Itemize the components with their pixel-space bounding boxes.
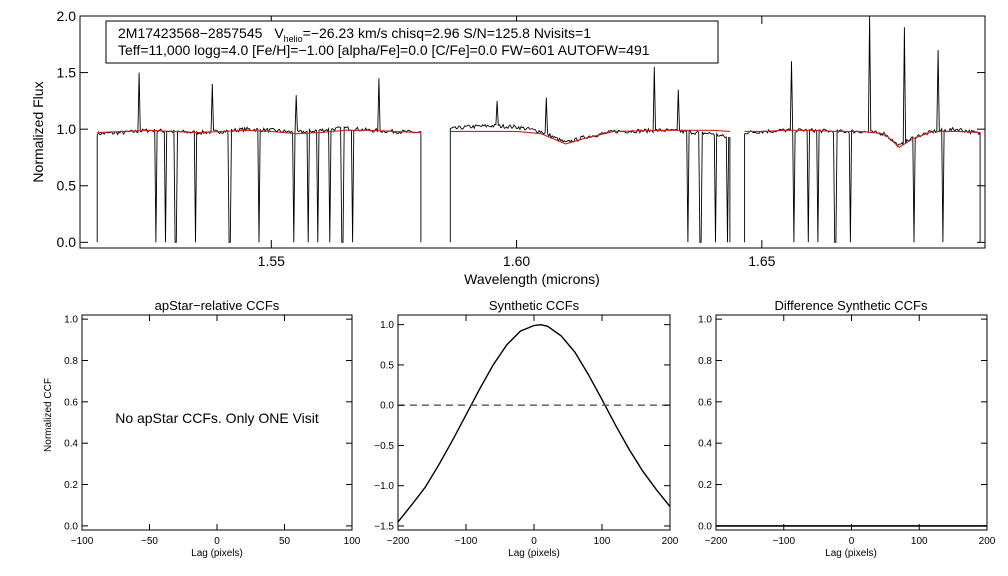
spectrum-panel: 1.55 1.60 1.65 0.0 0.5 1.0 1.5 2.0 2M17423568−2… — [30, 8, 986, 287]
apstar-ccf-message: No apStar CCFs. Only ONE Visit — [115, 410, 319, 426]
spectrum-series-observed-chip — [449, 66, 731, 243]
annotation-star-id: 2M17423568−2857545 — [118, 25, 263, 41]
apstar-ccf-y-tick-label: 0.0 — [64, 521, 78, 532]
apstar-ccf-ticks: −100 −50 0 50 100 0.0 0.2 0.4 0.6 0.8 1.0 — [64, 315, 361, 547]
spectrum-x-axis-label: Wavelength (microns) — [464, 271, 600, 287]
synthetic-ccf-x-tick-label: 200 — [662, 536, 679, 547]
annotation-vhelio-symbol: V — [274, 25, 284, 41]
spectrum-series-synthetic-chip — [744, 129, 981, 148]
spectrum-series-synthetic-chip — [450, 129, 730, 145]
spectrum-y-axis-label: Normalized Flux — [30, 81, 46, 182]
apstar-ccf-axes-frame — [81, 314, 353, 531]
synthetic-ccf-y-tick-label: −1.5 — [374, 521, 394, 532]
spectrum-x-tick-label: 1.65 — [748, 253, 775, 269]
spectrum-y-tick-label: 0.5 — [57, 178, 77, 194]
synthetic-ccf-series-ccf — [397, 323, 671, 523]
synthetic-ccf-ticks: −200 −100 0 100 200 −1.5 −1.0 −0.5 0.0 0.5 1.0 — [374, 315, 679, 547]
apstar-ccf-y-tick-label: 0.4 — [64, 439, 78, 450]
apstar-ccf-y-axis-label: Normalized CCF — [43, 378, 54, 452]
spectrum-y-tick-label: 0.0 — [57, 234, 77, 250]
synthetic-ccf-x-axis-label: Lag (pixels) — [508, 548, 560, 559]
synthetic-ccf-y-tick-label: −1.0 — [374, 481, 394, 492]
spectrum-ticks: 1.55 1.60 1.65 0.0 0.5 1.0 1.5 2.0 — [57, 8, 985, 269]
apstar-ccf-x-tick-label: 0 — [214, 536, 220, 547]
annotation-line-1-values: =−26.23 km/s chisq=2.96 S/N=125.8 Nvisit… — [303, 25, 592, 41]
difference-ccf-y-tick-label: 0.6 — [698, 397, 712, 408]
synthetic-ccf-axes-frame — [397, 314, 671, 531]
spectrum-series-synthetic-chip — [97, 129, 421, 135]
difference-ccf-axes-frame — [715, 314, 988, 531]
apstar-ccf-x-axis-label: Lag (pixels) — [191, 548, 243, 559]
difference-ccf-x-tick-label: −200 — [705, 536, 728, 547]
annotation-frame — [105, 20, 719, 64]
synthetic-ccf-y-tick-label: −0.5 — [374, 441, 394, 452]
apstar-ccf-panel: apStar−relative CCFs −100 −50 0 50 100 0.0 0.2… — [43, 298, 361, 559]
spectrum-x-tick-label: 1.60 — [503, 253, 530, 269]
apstar-ccf-title: apStar−relative CCFs — [155, 298, 280, 313]
synthetic-ccf-x-tick-label: 100 — [594, 536, 611, 547]
synthetic-ccf-y-tick-label: 0.5 — [380, 360, 394, 371]
difference-ccf-panel: Difference Synthetic CCFs −200 −100 0 100 20… — [698, 298, 996, 559]
difference-ccf-y-tick-label: 1.0 — [698, 315, 712, 326]
synthetic-ccf-panel: Synthetic CCFs −200 −100 0 100 200 −1.5 −1.0 −0… — [374, 298, 679, 559]
annotation-vhelio-subscript: helio — [284, 34, 303, 44]
difference-ccf-y-tick-label: 0.2 — [698, 480, 712, 491]
spectrum-plot-area — [96, 15, 981, 243]
apstar-ccf-x-tick-label: 50 — [279, 536, 291, 547]
synthetic-ccf-y-tick-label: 0.0 — [380, 401, 394, 412]
apstar-ccf-x-tick-label: −100 — [71, 536, 94, 547]
difference-ccf-y-tick-label: 0.8 — [698, 356, 712, 367]
spectrum-series-observed-chip — [744, 15, 981, 243]
difference-ccf-x-tick-label: −100 — [772, 536, 795, 547]
synthetic-ccf-x-tick-label: 0 — [531, 536, 537, 547]
spectrum-series-observed-chip — [96, 72, 422, 243]
difference-ccf-ticks: −200 −100 0 100 200 0.0 0.2 0.4 0.6 0.8 1.0 — [698, 315, 996, 547]
synthetic-ccf-y-tick-label: 1.0 — [380, 320, 394, 331]
apstar-ccf-y-tick-label: 0.8 — [64, 356, 78, 367]
spectrum-x-tick-label: 1.55 — [258, 253, 285, 269]
spectrum-annotation-box: 2M17423568−2857545 Vhelio=−26.23 km/s ch… — [105, 20, 719, 64]
difference-ccf-y-tick-label: 0.4 — [698, 439, 712, 450]
difference-ccf-x-axis-label: Lag (pixels) — [825, 548, 877, 559]
spectrum-y-tick-label: 1.0 — [57, 121, 77, 137]
synthetic-ccf-title: Synthetic CCFs — [489, 298, 580, 313]
difference-ccf-x-tick-label: 0 — [849, 536, 855, 547]
spectrum-y-tick-label: 2.0 — [57, 8, 77, 24]
difference-ccf-x-tick-label: 100 — [911, 536, 928, 547]
synthetic-ccf-x-tick-label: −200 — [387, 536, 410, 547]
apstar-ccf-y-tick-label: 0.6 — [64, 397, 78, 408]
apstar-ccf-x-tick-label: 100 — [344, 536, 361, 547]
difference-ccf-y-tick-label: 0.0 — [698, 521, 712, 532]
synthetic-ccf-x-tick-label: −100 — [455, 536, 478, 547]
synthetic-ccf-plot-area — [397, 323, 671, 523]
apstar-ccf-y-tick-label: 1.0 — [64, 315, 78, 326]
difference-ccf-x-tick-label: 200 — [979, 536, 996, 547]
annotation-line-1: 2M17423568−2857545 Vhelio=−26.23 km/s ch… — [118, 25, 591, 44]
difference-ccf-title: Difference Synthetic CCFs — [775, 298, 928, 313]
annotation-line-2: Teff=11,000 logg=4.0 [Fe/H]=−1.00 [alpha… — [118, 42, 650, 58]
apstar-ccf-y-tick-label: 0.2 — [64, 480, 78, 491]
apstar-ccf-x-tick-label: −50 — [141, 536, 158, 547]
spectrum-y-tick-label: 1.5 — [57, 64, 77, 80]
spectrum-axes-frame — [79, 15, 986, 249]
